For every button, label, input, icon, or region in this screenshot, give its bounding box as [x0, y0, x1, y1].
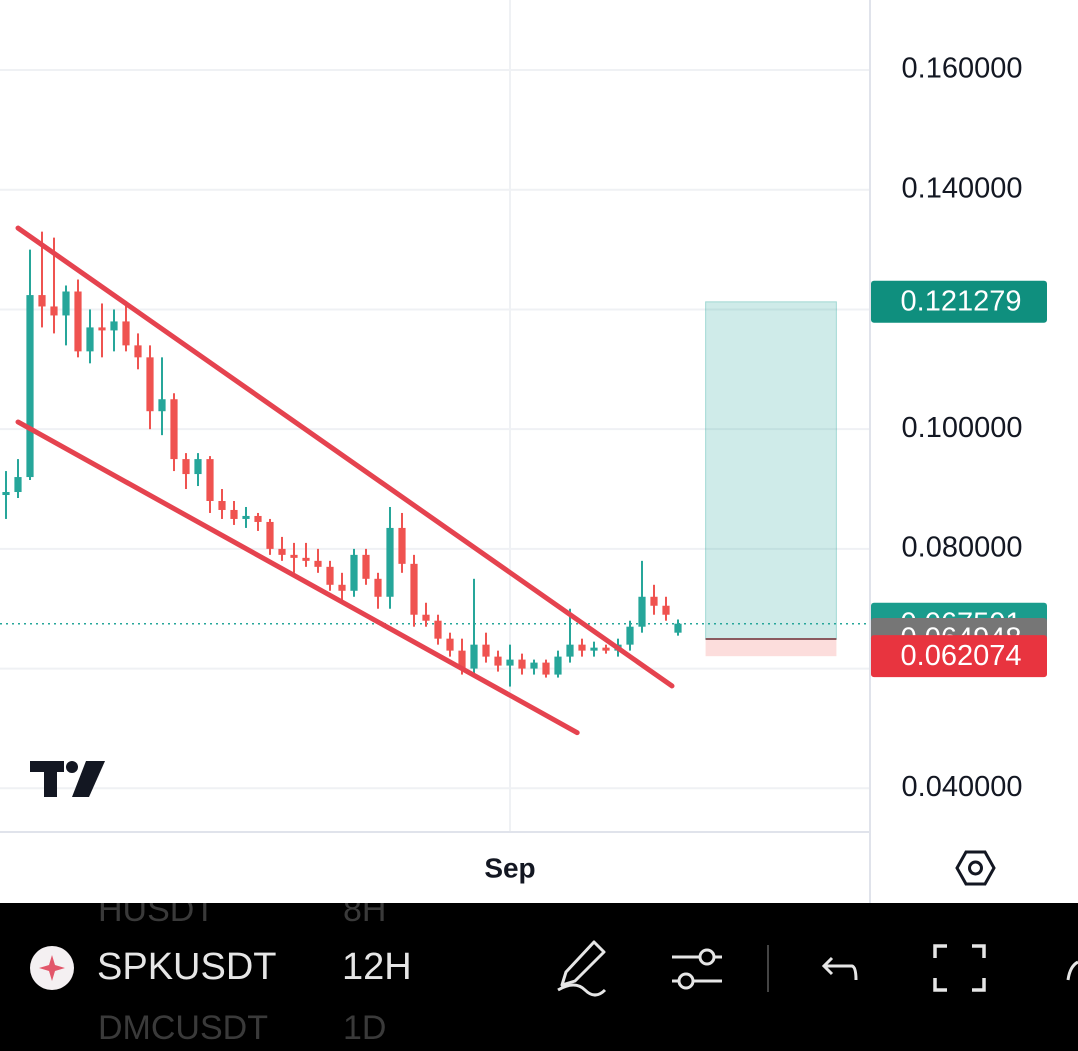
- draw-button[interactable]: [557, 940, 607, 997]
- candle-body: [410, 563, 418, 615]
- symbol-list: HUSDT 8H DMCUSDT 1D: [98, 891, 386, 1047]
- candle-body: [146, 357, 154, 412]
- candle-body: [662, 605, 670, 615]
- candle-body: [458, 650, 466, 669]
- candle-body: [302, 557, 310, 561]
- plot-area: [0, 0, 870, 832]
- candle-body: [374, 578, 382, 597]
- candle-body: [638, 596, 646, 627]
- undo-button[interactable]: [821, 956, 858, 981]
- list-symbol: HUSDT: [98, 891, 215, 929]
- candle-body: [482, 644, 490, 657]
- candle-body: [110, 321, 118, 331]
- candle-body: [98, 327, 106, 331]
- price-badge-label: 0.062074: [901, 640, 1022, 672]
- candle-body: [62, 291, 70, 316]
- target-zone: [705, 301, 837, 640]
- y-tick-label: 0.160000: [902, 53, 1023, 85]
- trend-line: [15, 419, 580, 736]
- candle-body: [566, 644, 574, 657]
- candle-body: [230, 509, 238, 519]
- candle-body: [386, 527, 394, 597]
- symbol[interactable]: SPKUSDT: [97, 946, 276, 988]
- list-interval: 8H: [343, 891, 386, 929]
- y-tick-label: 0.040000: [902, 771, 1023, 803]
- y-tick-label: 0.100000: [902, 412, 1023, 444]
- candle-body: [134, 345, 142, 358]
- candle-body: [26, 295, 34, 478]
- candle-body: [242, 515, 250, 519]
- list-symbol: DMCUSDT: [98, 1009, 268, 1047]
- candle-body: [434, 620, 442, 639]
- list-interval: 1D: [343, 1009, 386, 1047]
- candle-body: [590, 647, 598, 651]
- candle-body: [14, 477, 22, 493]
- candle-body: [494, 656, 502, 666]
- indicators-button[interactable]: [672, 948, 722, 990]
- candle-body: [218, 500, 226, 510]
- candle-body: [338, 584, 346, 591]
- candle-body: [518, 659, 526, 669]
- trend-line: [15, 225, 675, 689]
- candle-body: [398, 527, 406, 564]
- settings-button[interactable]: [955, 850, 996, 886]
- candle-body: [674, 623, 682, 633]
- candle-body: [158, 399, 166, 412]
- candle-body: [530, 662, 538, 669]
- candle-body: [602, 647, 610, 651]
- candle-body: [578, 644, 586, 651]
- candle-body: [50, 306, 58, 316]
- candle-body: [326, 566, 334, 585]
- candle-body: [626, 626, 634, 645]
- candle-body: [122, 321, 130, 346]
- fullscreen-button[interactable]: [933, 944, 986, 992]
- candle-body: [422, 614, 430, 621]
- candle-body: [650, 596, 658, 606]
- candle-body: [2, 492, 10, 496]
- candle-body: [542, 662, 550, 675]
- candle-body: [314, 560, 322, 567]
- symbol-icon[interactable]: [30, 946, 74, 990]
- price-badge: [871, 280, 1047, 323]
- y-tick-label: 0.080000: [902, 532, 1023, 564]
- more-button[interactable]: [1066, 960, 1078, 981]
- candle-body: [446, 638, 454, 651]
- candle-body: [182, 459, 190, 475]
- price-badge-label: 0.121279: [901, 285, 1022, 317]
- candle-body: [254, 515, 262, 522]
- interval[interactable]: 12H: [342, 946, 412, 988]
- candle-body: [170, 399, 178, 460]
- candle-body: [554, 656, 562, 675]
- logo: [30, 761, 105, 797]
- candle-body: [470, 644, 478, 669]
- candle-body: [506, 659, 514, 666]
- candle-body: [206, 459, 214, 501]
- axes: 0.160000 0.140000 0.100000 0.080000 0.040000…: [484, 53, 1047, 883]
- candle-body: [194, 459, 202, 475]
- candle-body: [266, 521, 274, 549]
- y-tick-label: 0.140000: [902, 172, 1023, 204]
- stop-zone: [705, 638, 837, 657]
- candle-body: [74, 291, 82, 352]
- candle-body: [278, 548, 286, 555]
- x-tick-label: Sep: [484, 852, 535, 883]
- price-badge: [871, 635, 1047, 678]
- candle-body: [362, 554, 370, 579]
- candle-body: [38, 295, 46, 307]
- candle-body: [350, 554, 358, 591]
- candle-body: [86, 327, 94, 352]
- candle-body: [290, 554, 298, 558]
- toolbar: [0, 903, 1078, 1051]
